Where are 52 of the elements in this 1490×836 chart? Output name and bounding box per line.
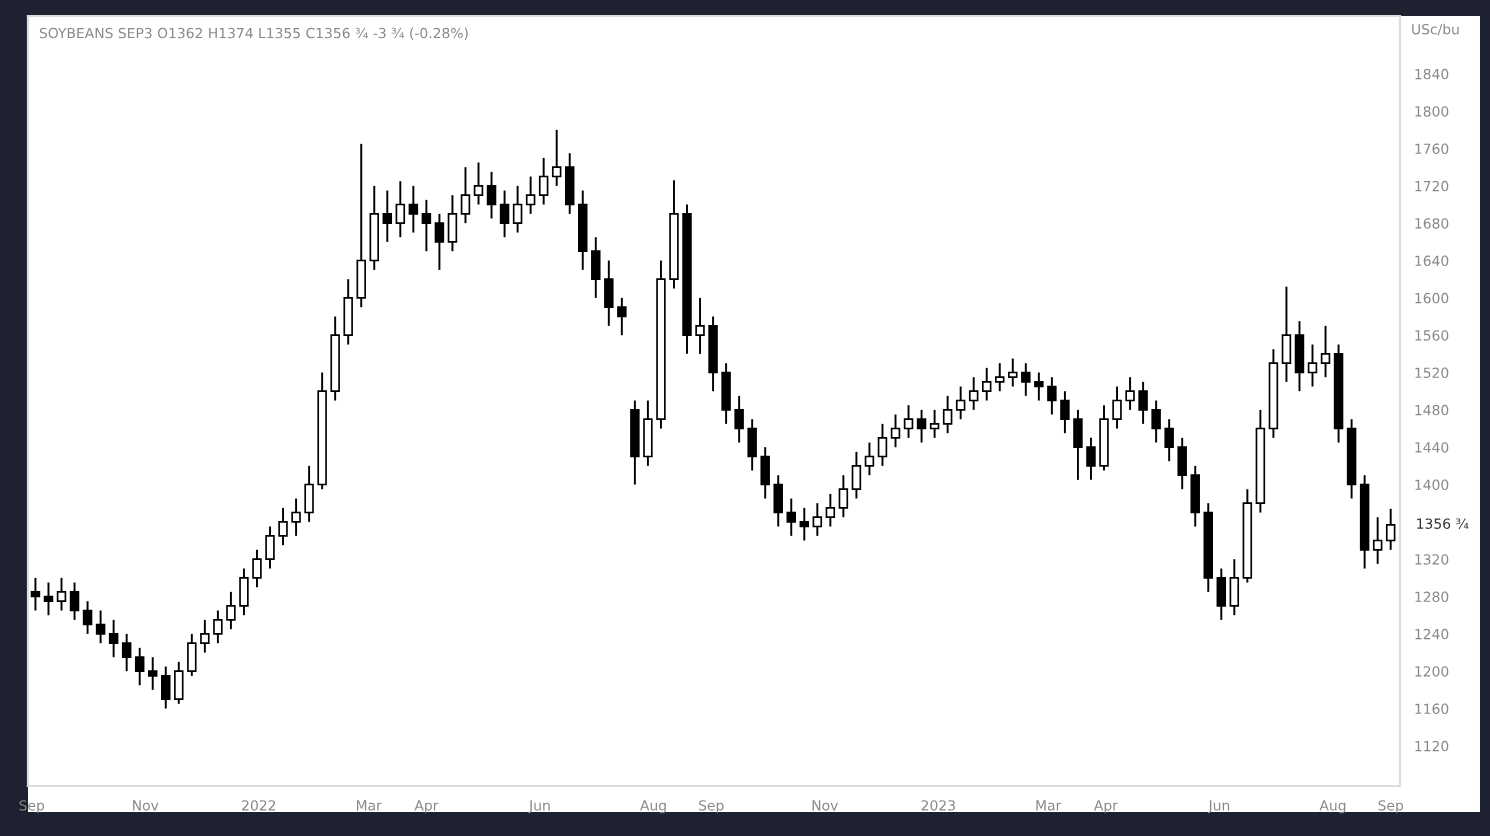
candlestick <box>1216 567 1227 621</box>
candlestick <box>408 184 419 234</box>
candlestick <box>864 441 875 477</box>
candlestick <box>916 408 927 444</box>
candlestick <box>369 184 380 271</box>
candlestick <box>799 506 810 542</box>
candlestick <box>69 581 80 621</box>
candlestick <box>564 152 575 215</box>
candlestick <box>1385 507 1396 551</box>
candlestick <box>447 194 458 253</box>
candlestick <box>1294 320 1305 393</box>
candlestick <box>121 632 132 673</box>
candlestick <box>838 474 849 519</box>
candlestick <box>108 618 119 659</box>
candlestick <box>903 404 914 439</box>
candlestick <box>395 180 406 239</box>
candlestick <box>134 646 145 687</box>
candlestick <box>551 128 562 187</box>
candlestick <box>981 366 992 402</box>
candlestick <box>1307 343 1318 388</box>
candlestick <box>43 581 54 617</box>
candlestick <box>825 492 836 528</box>
candlestick <box>995 362 1005 393</box>
candlestick <box>147 656 158 691</box>
candlestick <box>851 450 862 500</box>
candlestick <box>434 212 445 271</box>
candlestick <box>1372 516 1383 565</box>
candlestick <box>1281 285 1292 383</box>
candlestick <box>95 609 106 645</box>
candlestick <box>1229 558 1240 617</box>
candlestick <box>1320 324 1331 379</box>
candlestick <box>460 166 471 225</box>
candlestick <box>929 408 940 439</box>
candlestick <box>382 189 393 243</box>
candlestick <box>890 413 901 449</box>
candlestick <box>578 189 588 271</box>
candlestick <box>942 394 953 435</box>
candlestick <box>512 184 523 234</box>
candlestick <box>968 376 979 411</box>
candlestick <box>538 156 549 206</box>
candlestick <box>955 385 966 421</box>
candlestick <box>421 198 432 253</box>
candlestick <box>30 576 41 612</box>
candlestick <box>56 576 67 612</box>
candlestick <box>525 175 536 215</box>
candlestick <box>473 161 484 206</box>
candlestick <box>786 497 797 537</box>
candlestick <box>82 600 93 635</box>
candlestick <box>486 170 497 220</box>
candlestick <box>812 502 823 537</box>
candlestick <box>877 422 888 467</box>
candlestick <box>499 189 510 239</box>
